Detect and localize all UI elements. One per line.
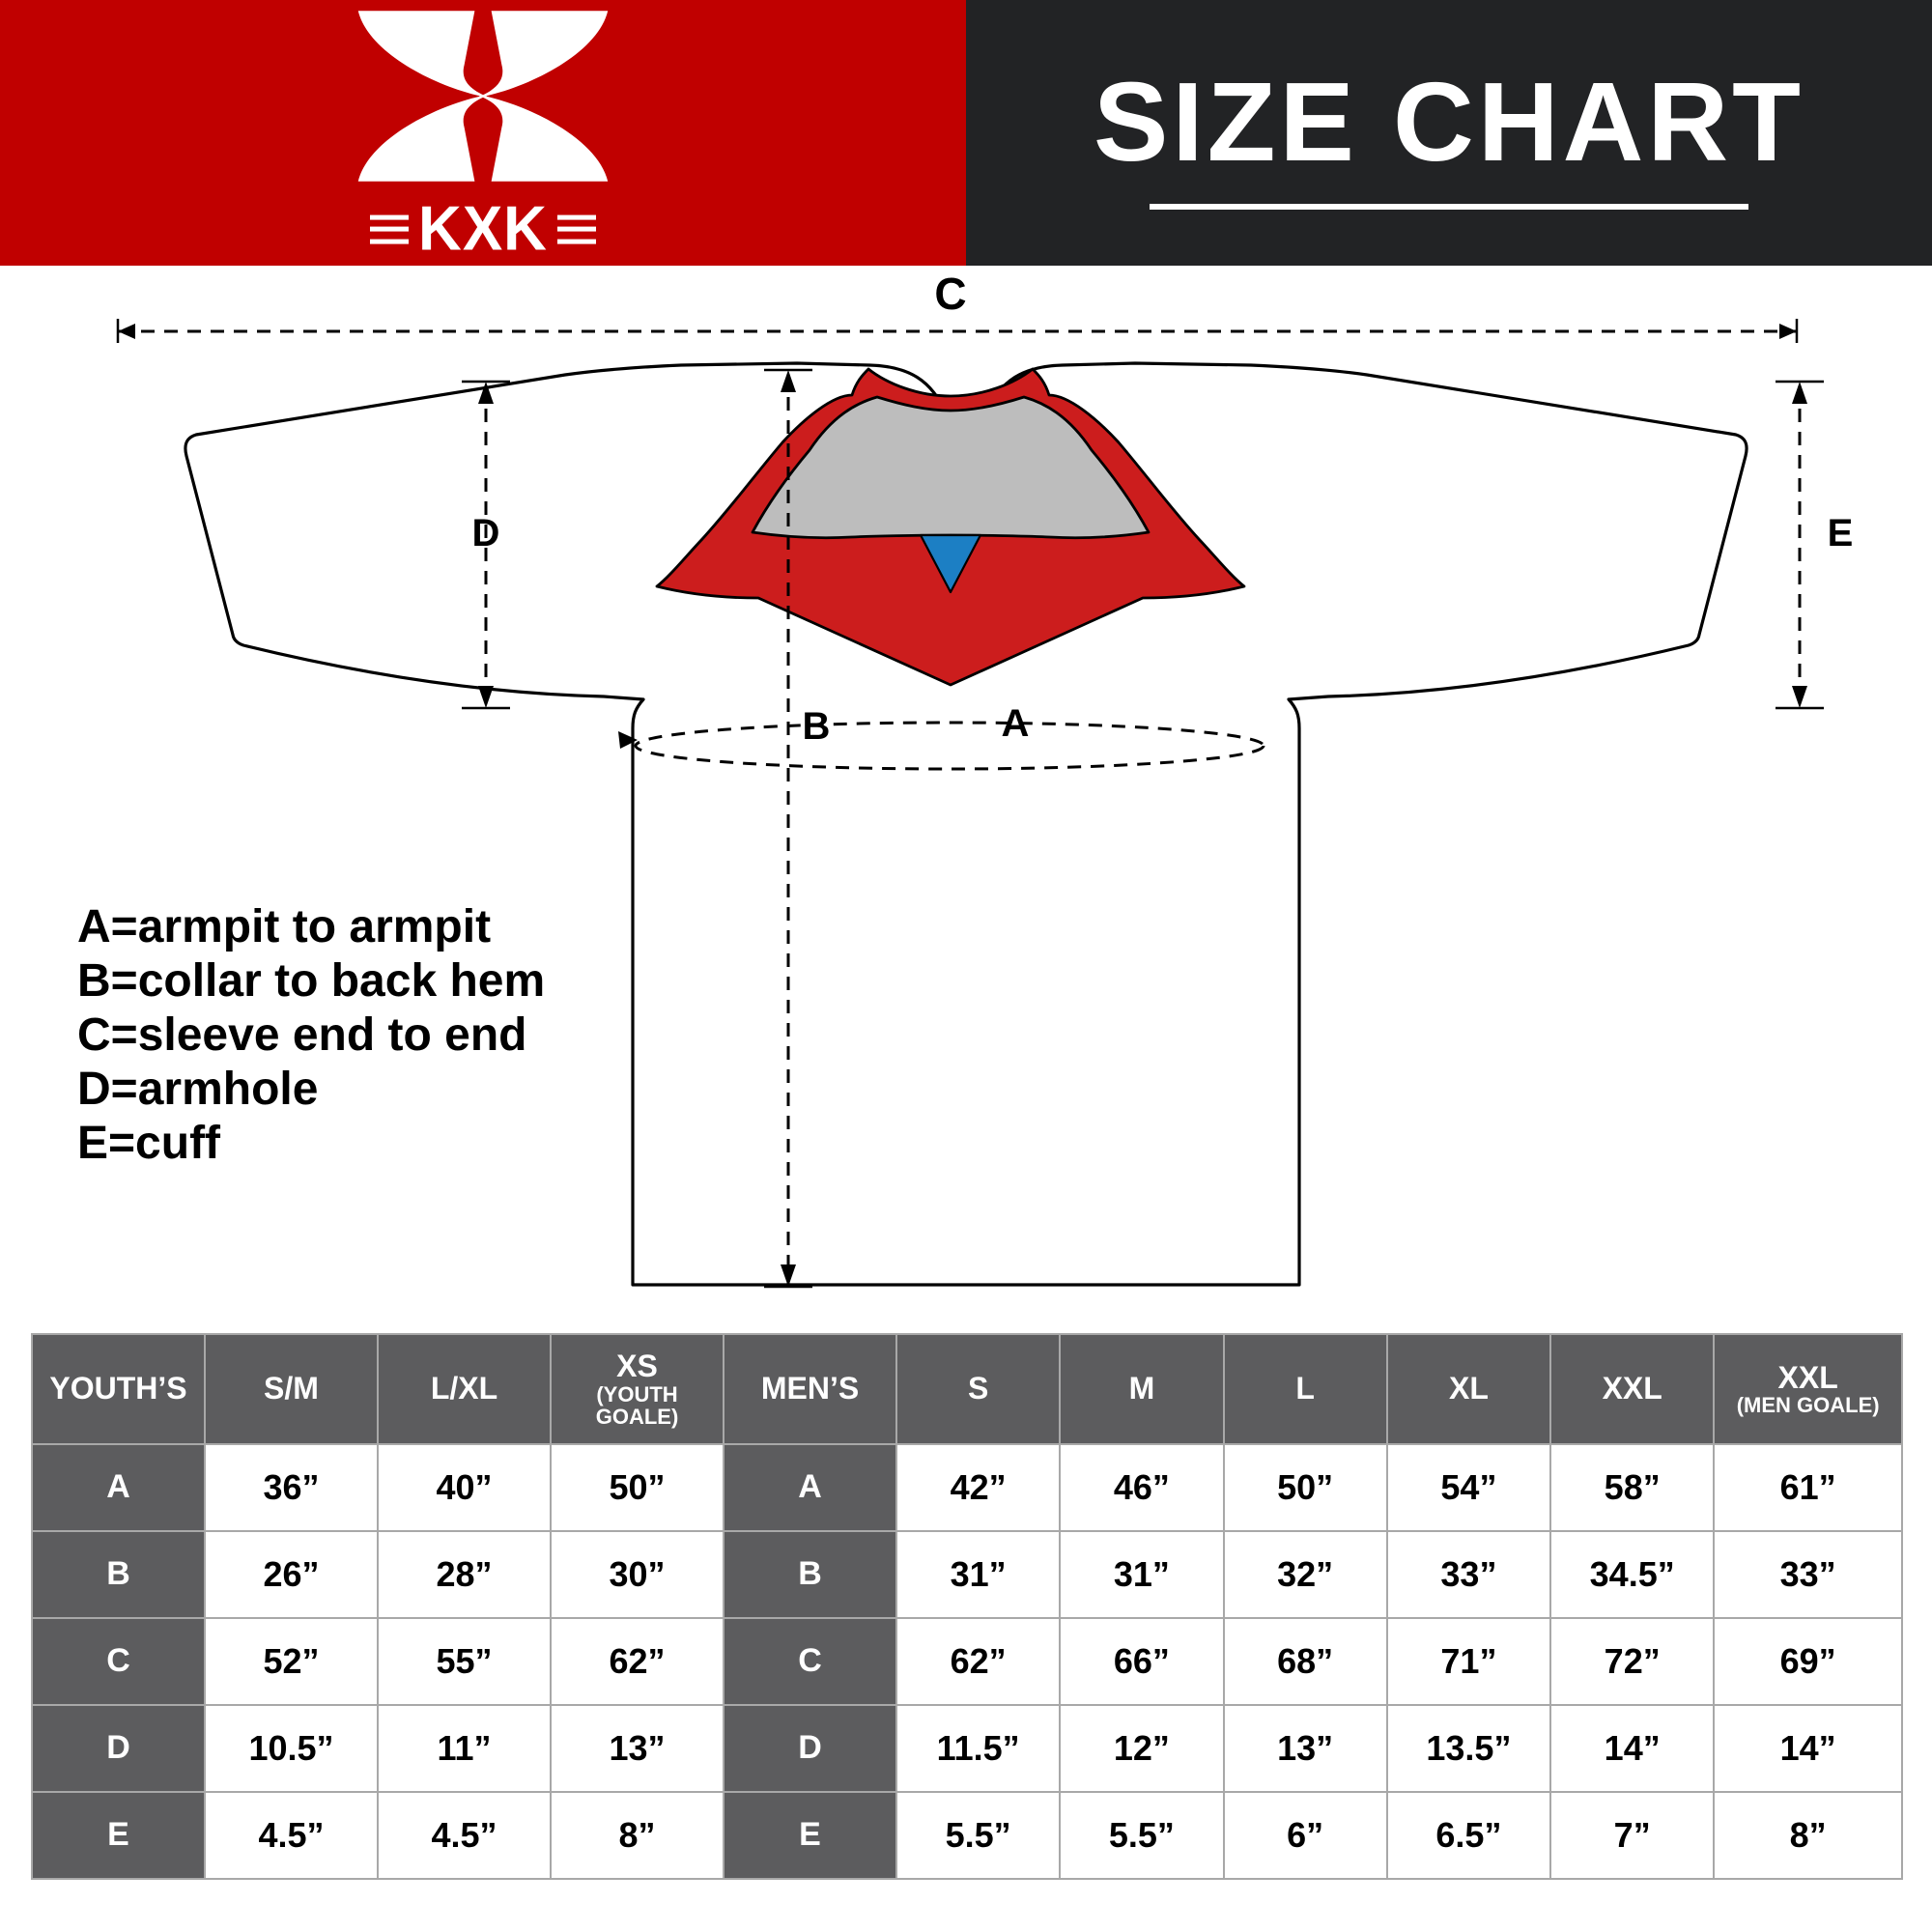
svg-text:B: B: [803, 705, 831, 748]
svg-text:C: C: [934, 269, 966, 319]
svg-text:C=sleeve end to end: C=sleeve end to end: [77, 1009, 527, 1061]
svg-text:D=armhole: D=armhole: [77, 1064, 318, 1115]
svg-text:E=cuff: E=cuff: [77, 1118, 221, 1169]
svg-text:A=armpit to armpit: A=armpit to armpit: [77, 901, 491, 952]
svg-text:B=collar to back hem: B=collar to back hem: [77, 955, 545, 1007]
svg-text:E: E: [1828, 512, 1854, 554]
